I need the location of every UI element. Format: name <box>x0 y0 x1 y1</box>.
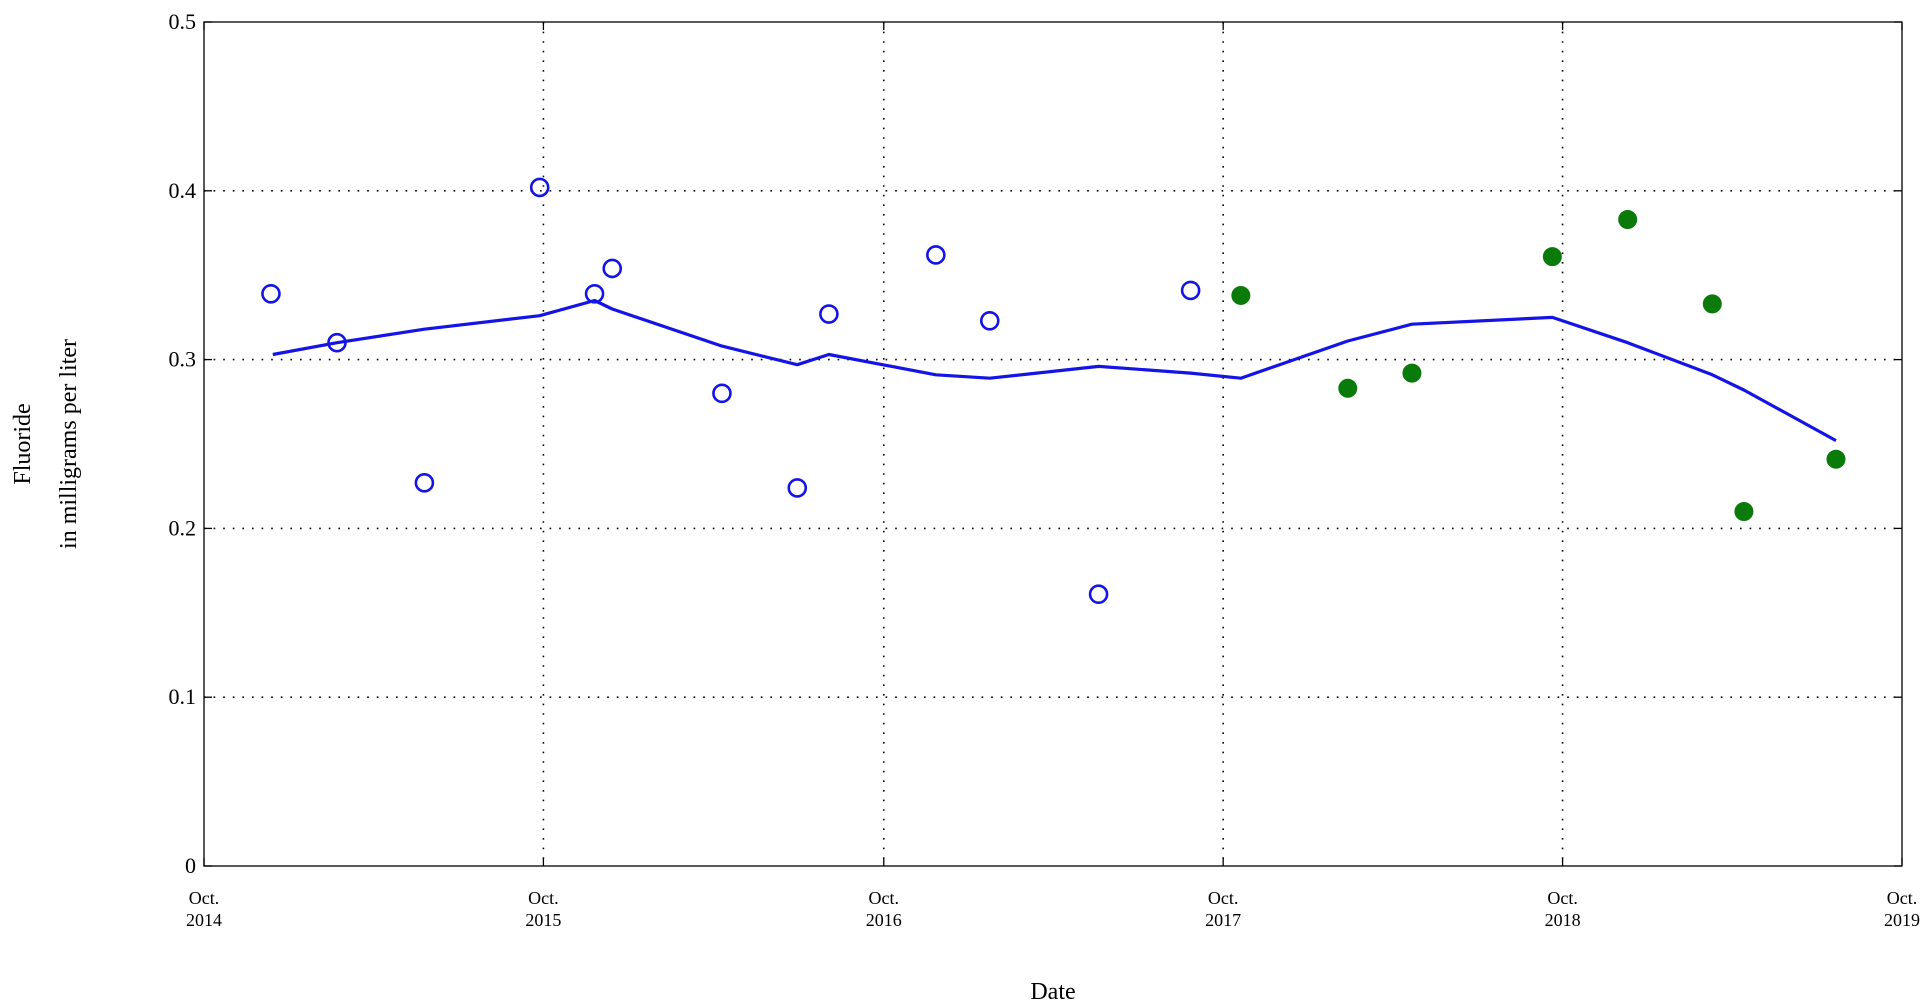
x-tick-label-month: Oct. <box>1887 888 1918 908</box>
axis-ticks: Oct.2014Oct.2015Oct.2016Oct.2017Oct.2018… <box>169 9 1921 930</box>
y-axis-title-line: in milligrams per liter <box>56 339 82 549</box>
sample-point-open <box>787 478 808 498</box>
sample-point-open <box>414 473 435 493</box>
x-tick-label-year: 2015 <box>525 910 561 930</box>
y-axis-title-line: Fluoride <box>10 403 36 484</box>
x-tick-label-month: Oct. <box>528 888 559 908</box>
grid <box>204 22 1902 866</box>
x-tick-label-month: Oct. <box>1547 888 1578 908</box>
sample-point-open <box>926 245 946 265</box>
sample-point-filled <box>1618 209 1638 229</box>
x-tick-label-year: 2016 <box>866 910 902 930</box>
x-axis-title: Date <box>1030 979 1075 1005</box>
sample-point-open <box>1180 280 1201 301</box>
sample-point-open <box>979 310 1000 331</box>
sample-point-filled <box>1542 247 1562 267</box>
x-tick-label-year: 2017 <box>1205 910 1241 930</box>
plot-frame <box>203 21 1903 867</box>
sample-point-open <box>261 283 281 304</box>
sample-point-filled <box>1231 285 1251 305</box>
y-tick-label: 0.1 <box>169 684 197 709</box>
data-points-layer <box>261 177 1846 605</box>
sample-point-filled <box>1734 502 1754 522</box>
y-tick-label: 0.2 <box>169 515 197 540</box>
trend-line <box>272 298 1837 443</box>
sample-point-filled <box>1402 363 1422 383</box>
sample-point-open <box>712 383 732 404</box>
sample-point-filled <box>1338 378 1358 398</box>
y-tick-label: 0.4 <box>169 178 197 203</box>
y-axis-title: Fluoride in milligrams per liter <box>10 339 82 549</box>
sample-point-filled <box>1702 294 1722 314</box>
x-tick-label-month: Oct. <box>869 888 900 908</box>
x-tick-label-year: 2014 <box>186 910 222 930</box>
sample-point-open <box>327 332 347 353</box>
sample-point-open <box>584 283 605 304</box>
x-tick-label-year: 2018 <box>1545 910 1581 930</box>
x-tick-label-month: Oct. <box>189 888 220 908</box>
y-tick-label: 0.5 <box>169 9 197 34</box>
sample-point-filled <box>1826 449 1846 469</box>
trend-line-layer <box>272 298 1837 443</box>
y-tick-label: 0.3 <box>169 347 197 372</box>
sample-point-open <box>819 304 839 324</box>
y-tick-label: 0 <box>185 853 196 878</box>
sample-point-open <box>602 258 623 279</box>
sample-point-open <box>529 177 550 198</box>
sample-point-open <box>1088 584 1109 605</box>
x-tick-label-month: Oct. <box>1208 888 1239 908</box>
x-tick-label-year: 2019 <box>1884 910 1920 930</box>
